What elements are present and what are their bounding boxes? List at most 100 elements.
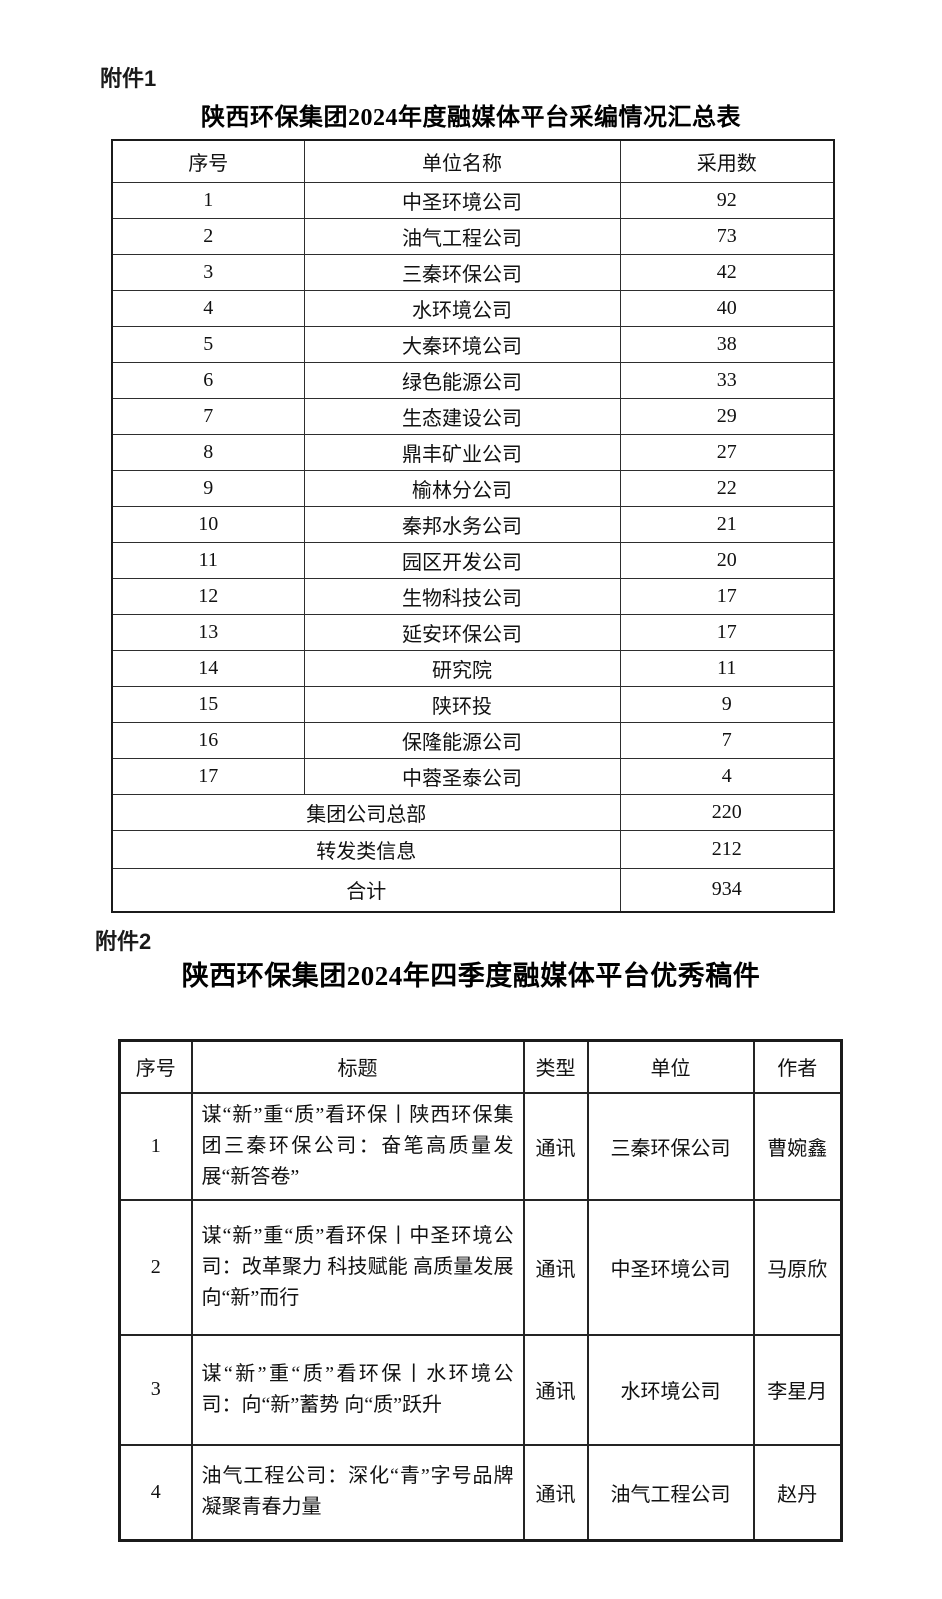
summary-row-forwarded: 转发类信息 212 (111, 829, 835, 869)
t1-header-no: 序号 (111, 139, 305, 183)
row-count: 92 (619, 181, 835, 219)
t2-header-title: 标题 (190, 1039, 525, 1094)
row-unit: 延安环保公司 (303, 613, 621, 651)
row-count: 29 (619, 397, 835, 435)
row-count: 27 (619, 433, 835, 471)
row-no: 13 (111, 613, 305, 651)
table-row: 8 鼎丰矿业公司 27 (111, 433, 835, 471)
row-count: 11 (619, 649, 835, 687)
table-row: 10 秦邦水务公司 21 (111, 505, 835, 543)
table-row: 2 油气工程公司 73 (111, 217, 835, 255)
row-no: 14 (111, 649, 305, 687)
table-row: 2 谋“新”重“质”看环保丨中圣环境公司：改革聚力 科技赋能 高质量发展向“新”… (118, 1198, 843, 1336)
summary-label: 集团公司总部 (111, 793, 621, 831)
row-type: 通讯 (522, 1333, 589, 1446)
t1-header-unit: 单位名称 (303, 139, 621, 183)
table2-title: 陕西环保集团2024年四季度融媒体平台优秀稿件 (181, 961, 761, 991)
row-author: 赵丹 (752, 1443, 843, 1542)
row-count: 42 (619, 253, 835, 291)
row-no: 12 (111, 577, 305, 615)
row-no: 7 (111, 397, 305, 435)
row-type: 通讯 (522, 1091, 589, 1201)
row-unit: 大秦环境公司 (303, 325, 621, 363)
row-title: 谋“新”重“质”看环保丨中圣环境公司：改革聚力 科技赋能 高质量发展向“新”而行 (190, 1198, 525, 1336)
table-row: 15 陕环投 9 (111, 685, 835, 723)
row-count: 9 (619, 685, 835, 723)
summary-count: 212 (619, 829, 835, 869)
row-type: 通讯 (522, 1198, 589, 1336)
row-unit: 水环境公司 (303, 289, 621, 327)
row-unit: 三秦环保公司 (303, 253, 621, 291)
row-no: 16 (111, 721, 305, 759)
row-no: 2 (118, 1198, 193, 1336)
row-unit: 绿色能源公司 (303, 361, 621, 399)
table-row: 6 绿色能源公司 33 (111, 361, 835, 399)
row-unit: 水环境公司 (586, 1333, 755, 1446)
table-row: 1 谋“新”重“质”看环保丨陕西环保集团三秦环保公司：奋笔高质量发展“新答卷” … (118, 1091, 843, 1201)
row-unit: 鼎丰矿业公司 (303, 433, 621, 471)
row-no: 2 (111, 217, 305, 255)
row-no: 15 (111, 685, 305, 723)
table-row: 14 研究院 11 (111, 649, 835, 687)
row-count: 73 (619, 217, 835, 255)
row-no: 1 (118, 1091, 193, 1201)
table1-title: 陕西环保集团2024年度融媒体平台采编情况汇总表 (201, 105, 741, 131)
row-count: 7 (619, 721, 835, 759)
row-count: 17 (619, 577, 835, 615)
table-row: 3 三秦环保公司 42 (111, 253, 835, 291)
media-adoption-summary-table: 序号 单位名称 采用数 1 中圣环境公司 92 2 油气工程公司 73 3 三秦环保公司 4… (111, 139, 835, 913)
row-unit: 油气工程公司 (303, 217, 621, 255)
row-no: 4 (111, 289, 305, 327)
table-row: 16 保隆能源公司 7 (111, 721, 835, 759)
row-count: 40 (619, 289, 835, 327)
row-no: 11 (111, 541, 305, 579)
row-no: 3 (118, 1333, 193, 1446)
row-author: 马原欣 (752, 1198, 843, 1336)
row-unit: 榆林分公司 (303, 469, 621, 507)
t2-header-type: 类型 (522, 1039, 589, 1094)
row-title: 谋“新”重“质”看环保丨陕西环保集团三秦环保公司：奋笔高质量发展“新答卷” (190, 1091, 525, 1201)
excellent-manuscripts-table: 序号 标题 类型 单位 作者 1 谋“新”重“质”看环保丨陕西环保集团三秦环保公… (118, 1039, 843, 1542)
table-row: 4 水环境公司 40 (111, 289, 835, 327)
table-row: 13 延安环保公司 17 (111, 613, 835, 651)
summary-count: 934 (619, 867, 835, 913)
row-title: 谋“新”重“质”看环保丨水环境公司：向“新”蓄势 向“质”跃升 (190, 1333, 525, 1446)
row-no: 10 (111, 505, 305, 543)
row-unit: 生物科技公司 (303, 577, 621, 615)
row-no: 17 (111, 757, 305, 795)
row-type: 通讯 (522, 1443, 589, 1542)
row-unit: 中圣环境公司 (586, 1198, 755, 1336)
row-unit: 园区开发公司 (303, 541, 621, 579)
row-unit: 保隆能源公司 (303, 721, 621, 759)
row-unit: 三秦环保公司 (586, 1091, 755, 1201)
table-row: 9 榆林分公司 22 (111, 469, 835, 507)
row-count: 17 (619, 613, 835, 651)
row-no: 3 (111, 253, 305, 291)
row-count: 20 (619, 541, 835, 579)
row-no: 5 (111, 325, 305, 363)
row-unit: 秦邦水务公司 (303, 505, 621, 543)
row-unit: 油气工程公司 (586, 1443, 755, 1542)
table2-header-row: 序号 标题 类型 单位 作者 (118, 1039, 843, 1094)
table-row: 17 中蓉圣泰公司 4 (111, 757, 835, 795)
row-no: 9 (111, 469, 305, 507)
summary-row-headquarters: 集团公司总部 220 (111, 793, 835, 831)
table-row: 11 园区开发公司 20 (111, 541, 835, 579)
t2-header-author: 作者 (752, 1039, 843, 1094)
t2-header-unit: 单位 (586, 1039, 755, 1094)
row-author: 李星月 (752, 1333, 843, 1446)
summary-row-total: 合计 934 (111, 867, 835, 913)
row-no: 8 (111, 433, 305, 471)
table-row: 5 大秦环境公司 38 (111, 325, 835, 363)
row-unit: 中圣环境公司 (303, 181, 621, 219)
summary-label: 转发类信息 (111, 829, 621, 869)
row-count: 33 (619, 361, 835, 399)
table-row: 12 生物科技公司 17 (111, 577, 835, 615)
table-row: 4 油气工程公司：深化“青”字号品牌 凝聚青春力量 通讯 油气工程公司 赵丹 (118, 1443, 843, 1542)
summary-label: 合计 (111, 867, 621, 913)
row-no: 1 (111, 181, 305, 219)
table-row: 7 生态建设公司 29 (111, 397, 835, 435)
row-count: 21 (619, 505, 835, 543)
attachment1-label: 附件1 (100, 66, 157, 91)
